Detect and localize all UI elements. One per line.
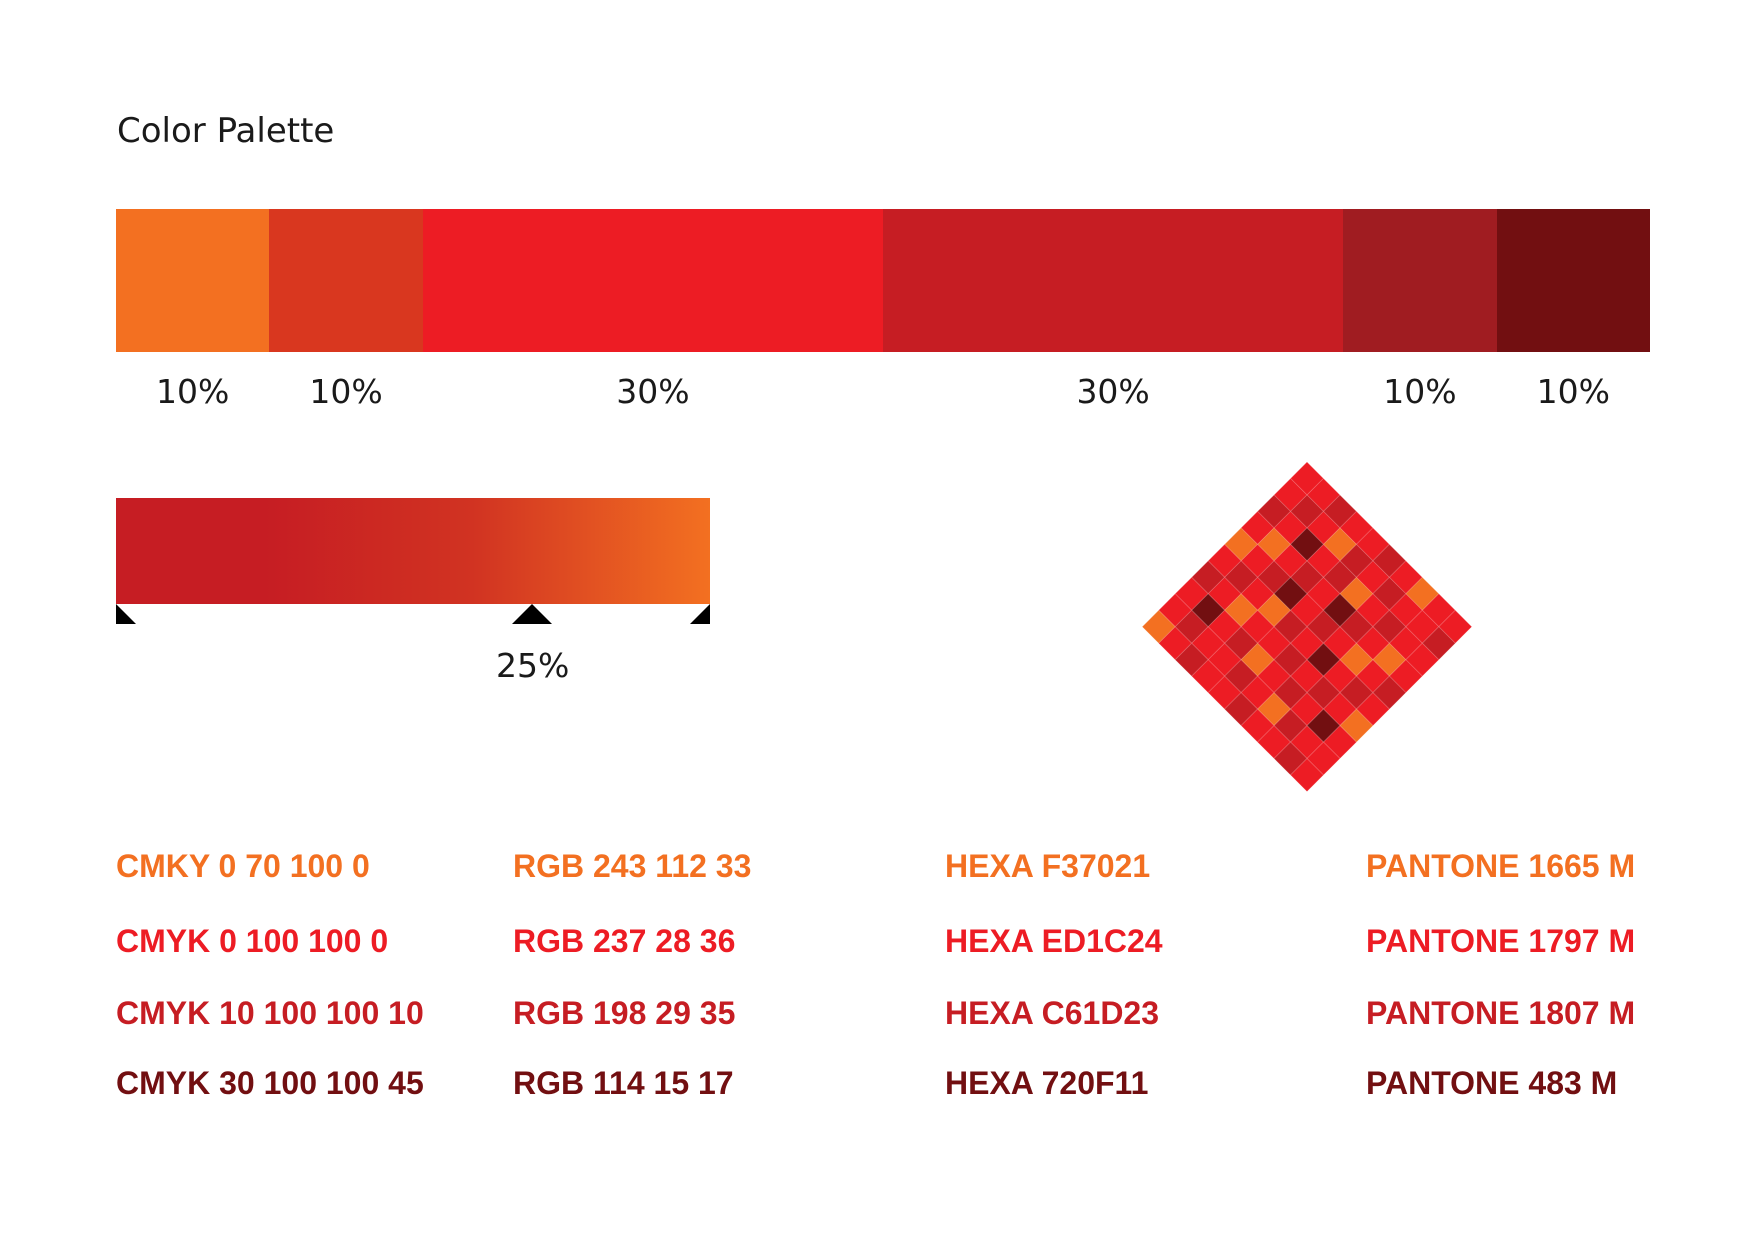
palette-swatch: [1496, 209, 1651, 352]
spec-rgb: RGB 243 112 33: [513, 848, 752, 884]
spec-pantone: PANTONE 1797 M: [1366, 923, 1636, 959]
gradient-stop-right-marker[interactable]: [690, 604, 710, 624]
page-title: Color Palette: [117, 111, 335, 151]
spec-cmyk: CMKY 0 70 100 0: [116, 848, 370, 884]
spec-row: CMYK 30 100 100 45 RGB 114 15 17 HEXA 720F…: [116, 1065, 1676, 1115]
gradient-swatch: 25%: [116, 498, 710, 685]
gradient-bar: [116, 498, 710, 604]
palette-percentage: 10%: [309, 372, 383, 411]
palette-swatch: [422, 209, 884, 352]
spec-cmyk: CMYK 30 100 100 45: [116, 1065, 424, 1101]
spec-rgb: RGB 237 28 36: [513, 923, 736, 959]
gradient-stop-left-marker[interactable]: [116, 604, 136, 624]
gradient-midpoint-marker[interactable]: [512, 604, 552, 624]
mosaic-tile: [1174, 642, 1209, 677]
spec-pantone: PANTONE 483 M: [1366, 1065, 1618, 1101]
spec-hex: HEXA ED1C24: [945, 923, 1163, 959]
mosaic-pattern: [1142, 462, 1472, 792]
spec-row: CMKY 0 70 100 0 RGB 243 112 33 HEXA F37021…: [116, 848, 1676, 898]
spec-rgb: RGB 114 15 17: [513, 1065, 734, 1101]
palette-percentage: 10%: [1536, 372, 1610, 411]
palette-percentage: 30%: [616, 372, 690, 411]
mosaic-tile: [1289, 757, 1325, 792]
spec-hex: HEXA F37021: [945, 848, 1151, 884]
mosaic-tile: [1289, 527, 1325, 562]
palette-percentage: 10%: [156, 372, 230, 411]
palette-swatch: [1343, 209, 1497, 352]
palette-bar: [116, 209, 1651, 352]
spec-pantone: PANTONE 1665 M: [1366, 848, 1636, 884]
spec-row: CMYK 10 100 100 10 RGB 198 29 35 HEXA C61D…: [116, 995, 1676, 1045]
palette-percentage: 10%: [1383, 372, 1457, 411]
spec-hex: HEXA C61D23: [945, 995, 1160, 1031]
palette-swatch: [883, 209, 1344, 352]
palette-swatch: [116, 209, 270, 352]
palette-percentage: 30%: [1076, 372, 1150, 411]
spec-cmyk: CMYK 10 100 100 10: [116, 995, 424, 1031]
mosaic-tile: [1207, 675, 1242, 710]
spec-row: CMYK 0 100 100 0 RGB 237 28 36 HEXA ED1C24…: [116, 923, 1676, 973]
color-spec-table: CMKY 0 70 100 0 RGB 243 112 33 HEXA F37021…: [116, 848, 1676, 1128]
mosaic-tile: [1405, 642, 1440, 677]
mosaic-tile: [1372, 675, 1407, 710]
spec-cmyk: CMYK 0 100 100 0: [116, 923, 389, 959]
spec-pantone: PANTONE 1807 M: [1366, 995, 1636, 1031]
percentage-row: 10% 10% 30% 30% 10% 10%: [116, 372, 1650, 416]
spec-hex: HEXA 720F11: [945, 1065, 1149, 1101]
spec-rgb: RGB 198 29 35: [513, 995, 736, 1031]
palette-swatch: [269, 209, 423, 352]
